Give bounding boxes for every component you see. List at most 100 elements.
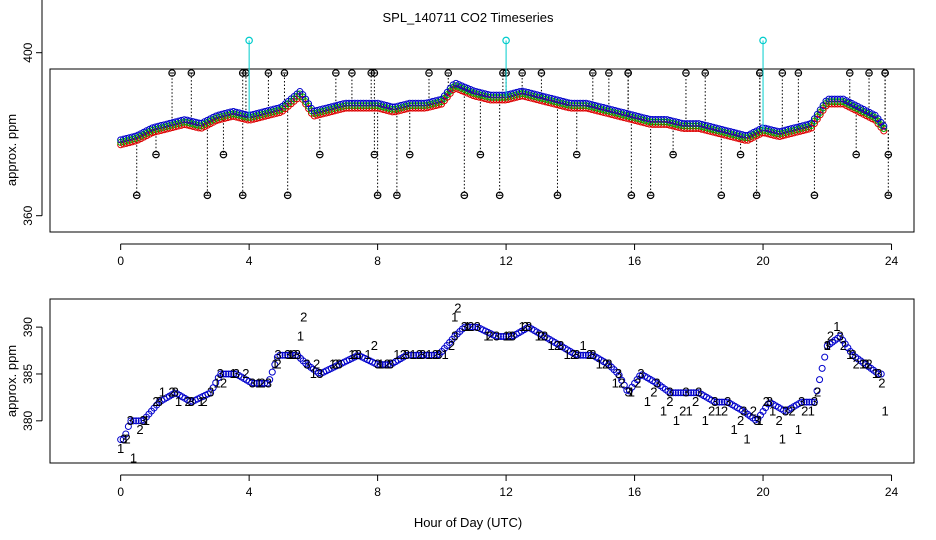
series-2-label: 2 — [763, 394, 770, 409]
outlier-point — [701, 69, 710, 77]
outlier-point — [865, 69, 873, 77]
bottom-x-tick-label: 4 — [246, 485, 253, 499]
series-3-label: 3 — [753, 413, 760, 428]
trail-point — [875, 370, 883, 378]
trail-point — [315, 369, 323, 377]
outlier-point — [203, 191, 212, 200]
bottom-y-axis: 380 385 390 — [21, 317, 43, 431]
x-axis-label: Hour of Day (UTC) — [414, 515, 522, 530]
outlier-point — [778, 69, 787, 77]
trail-point — [258, 379, 266, 387]
series-3-label: 3 — [573, 347, 580, 362]
series-1-label: 1 — [731, 422, 738, 437]
outlier-point — [537, 69, 546, 77]
series-1-label: 1 — [425, 347, 432, 362]
series-2-label: 2 — [332, 357, 339, 372]
trail-point — [877, 370, 885, 378]
series-3-label: 3 — [862, 357, 869, 372]
outlier-point — [845, 69, 854, 77]
trail-point — [718, 398, 726, 406]
series-1-label: 1 — [859, 357, 866, 372]
series-1-label: 1 — [197, 394, 204, 409]
series-3-label: 3 — [493, 328, 500, 343]
series-2-label: 2 — [865, 357, 872, 372]
outlier-point — [370, 69, 379, 77]
top-x-tick-label: 4 — [246, 254, 253, 268]
trail-point — [420, 351, 428, 359]
trail-point — [574, 351, 582, 359]
series-3-label: 3 — [740, 403, 747, 418]
outlier-point — [393, 191, 401, 200]
trail-point — [132, 417, 140, 425]
top-x-axis: 0 4 8 12 16 20 24 — [117, 243, 899, 268]
series-3-label: 3 — [541, 328, 548, 343]
trail-point — [255, 379, 263, 387]
trail-point — [415, 351, 423, 359]
trail-point — [813, 387, 821, 395]
trail-point — [135, 417, 143, 425]
trail-point — [685, 389, 693, 397]
series-2-label: 2 — [136, 422, 143, 437]
series-1-label: 1 — [846, 347, 853, 362]
top-y-axis-label: approx. ppm — [4, 114, 19, 186]
series-2-label: 2 — [168, 385, 175, 400]
trail-point — [410, 351, 418, 359]
outlier-point — [444, 69, 453, 77]
series-3-label: 3 — [625, 385, 632, 400]
series-3-label: 3 — [451, 328, 458, 343]
series-1-label: 1 — [441, 347, 448, 362]
series-3-label: 3 — [782, 403, 789, 418]
series-2-label: 2 — [650, 385, 657, 400]
top-plot-area — [117, 36, 893, 200]
trail-point — [821, 353, 829, 361]
series-3-label: 3 — [849, 347, 856, 362]
series-1-label: 1 — [287, 347, 294, 362]
series-1-label: 1 — [660, 403, 667, 418]
series-2-label: 2 — [801, 403, 808, 418]
trail-point — [407, 351, 415, 359]
outlier-point — [589, 69, 597, 77]
series-1-label: 1 — [255, 375, 262, 390]
trail-point — [124, 422, 132, 430]
outlier-point — [332, 69, 340, 77]
series-3-label: 3 — [265, 375, 272, 390]
trail-point — [692, 389, 700, 397]
trail-point — [500, 332, 508, 340]
series-1-label: 1 — [596, 357, 603, 372]
outlier-point — [132, 191, 141, 200]
series-1-label: 1 — [213, 375, 220, 390]
series-2-label: 2 — [454, 300, 461, 315]
series-3-label: 3 — [374, 357, 381, 372]
series-2-label: 2 — [184, 394, 191, 409]
series-2-label: 2 — [300, 310, 307, 325]
outlier-point — [717, 191, 726, 200]
trail-point — [816, 376, 824, 384]
series-1-label: 1 — [833, 319, 840, 334]
series-1-label: 1 — [808, 403, 815, 418]
series-1-label: 1 — [310, 366, 317, 381]
trail-point — [800, 398, 808, 406]
trail-point — [268, 368, 276, 376]
series-2-label: 2 — [586, 347, 593, 362]
series-3-label: 3 — [355, 347, 362, 362]
series-2-label: 2 — [737, 413, 744, 428]
series-3-label: 3 — [695, 385, 702, 400]
trail-point — [284, 351, 292, 359]
series-3-label: 3 — [589, 347, 596, 362]
top-y-tick-label: 400 — [21, 42, 35, 62]
outlier-point — [348, 69, 356, 77]
series-1-label: 1 — [143, 413, 150, 428]
trail-point — [492, 332, 500, 340]
series-2-label: 2 — [486, 328, 493, 343]
series-2-label: 2 — [788, 403, 795, 418]
series-1-label: 1 — [686, 403, 693, 418]
series-3-label: 3 — [637, 366, 644, 381]
series-1-label: 1 — [117, 441, 124, 456]
series-3-label: 3 — [284, 347, 291, 362]
trail-point — [690, 389, 698, 397]
series-3-label: 3 — [207, 385, 214, 400]
flagged-point — [245, 36, 253, 45]
